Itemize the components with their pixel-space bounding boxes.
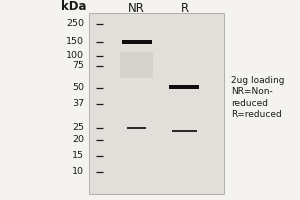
Bar bbox=[169, 85, 200, 89]
Text: 100: 100 bbox=[66, 51, 84, 60]
Bar bbox=[127, 127, 146, 129]
Bar bbox=[88, 13, 224, 194]
Text: R: R bbox=[180, 2, 189, 16]
Text: 150: 150 bbox=[66, 38, 84, 46]
Text: 75: 75 bbox=[72, 62, 84, 71]
Bar bbox=[120, 52, 153, 78]
Bar bbox=[172, 130, 197, 132]
Text: 250: 250 bbox=[66, 20, 84, 28]
Text: 15: 15 bbox=[72, 152, 84, 160]
Text: 25: 25 bbox=[72, 123, 84, 132]
Bar bbox=[122, 40, 152, 44]
Text: 10: 10 bbox=[72, 168, 84, 176]
Text: 50: 50 bbox=[72, 84, 84, 92]
Text: 2ug loading
NR=Non-
reduced
R=reduced: 2ug loading NR=Non- reduced R=reduced bbox=[231, 76, 284, 119]
Text: 20: 20 bbox=[72, 136, 84, 144]
Text: NR: NR bbox=[128, 2, 145, 16]
Text: kDa: kDa bbox=[61, 0, 86, 14]
Text: 37: 37 bbox=[72, 99, 84, 108]
